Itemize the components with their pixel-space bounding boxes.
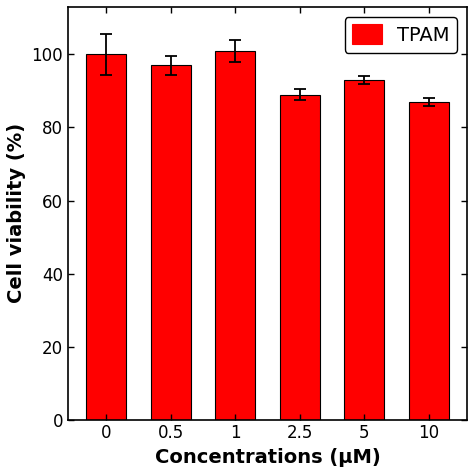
X-axis label: Concentrations (μM): Concentrations (μM) [155, 448, 381, 467]
Bar [86, 55, 126, 419]
Bar [151, 65, 191, 419]
Bar [344, 80, 384, 419]
Bar [215, 51, 255, 419]
Bar [280, 95, 320, 419]
Y-axis label: Cell viability (%): Cell viability (%) [7, 123, 26, 303]
Legend: TPAM: TPAM [345, 17, 457, 53]
Bar [409, 102, 449, 419]
